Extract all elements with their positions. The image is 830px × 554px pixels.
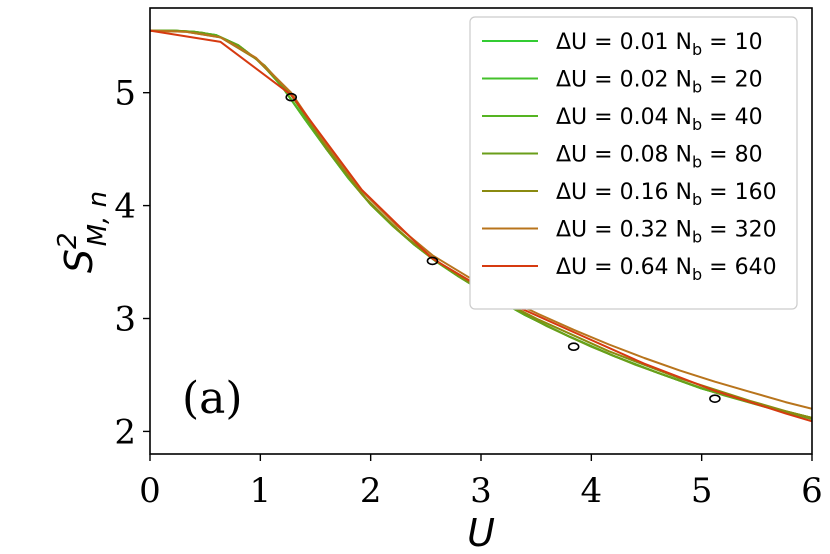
x-tick-label-6: 6 (801, 471, 823, 511)
y-axis-label-sup: 2 (53, 232, 83, 249)
y-axis-label-main: S (57, 249, 101, 273)
panel-label: (a) (182, 373, 243, 424)
x-ticks: 0 1 2 3 4 5 6 (139, 454, 823, 511)
legend-label-0: ΔU = 0.01 Nb = 10 (556, 30, 763, 59)
x-tick-label-3: 3 (470, 471, 492, 511)
legend-label-2: ΔU = 0.04 Nb = 40 (556, 105, 763, 134)
legend-label-3: ΔU = 0.08 Nb = 80 (556, 143, 763, 172)
legend-label-4: ΔU = 0.16 Nb = 160 (556, 180, 777, 209)
data-marker-3 (709, 394, 721, 403)
data-marker-2 (567, 342, 580, 352)
legend-box (469, 16, 798, 310)
y-tick-label-0: 2 (114, 412, 136, 452)
x-tick-label-4: 4 (581, 471, 603, 511)
y-tick-label-1: 3 (114, 300, 136, 340)
marker-layer (285, 92, 721, 403)
x-tick-label-0: 0 (139, 471, 161, 511)
data-marker-0 (285, 92, 298, 102)
x-tick-label-1: 1 (250, 471, 272, 511)
legend: ΔU = 0.01 Nb = 10 ΔU = 0.02 Nb = 20 ΔU = 0… (469, 16, 798, 310)
svg-text:S2M, n: S2M, n (53, 191, 113, 273)
y-axis-label: S2M, n (53, 191, 113, 273)
legend-label-1: ΔU = 0.02 Nb = 20 (556, 68, 763, 97)
legend-label-5: ΔU = 0.32 Nb = 320 (556, 218, 777, 247)
legend-label-6: ΔU = 0.64 Nb = 640 (556, 255, 777, 284)
x-tick-label-5: 5 (691, 471, 713, 511)
y-tick-label-3: 5 (114, 74, 136, 114)
data-marker-1 (426, 256, 439, 266)
x-tick-label-2: 2 (360, 471, 382, 511)
y-axis-label-sub: M, n (83, 191, 113, 246)
y-tick-label-2: 4 (114, 187, 136, 227)
y-ticks: 2 3 4 5 (114, 74, 150, 452)
x-axis-label: U (467, 511, 495, 554)
